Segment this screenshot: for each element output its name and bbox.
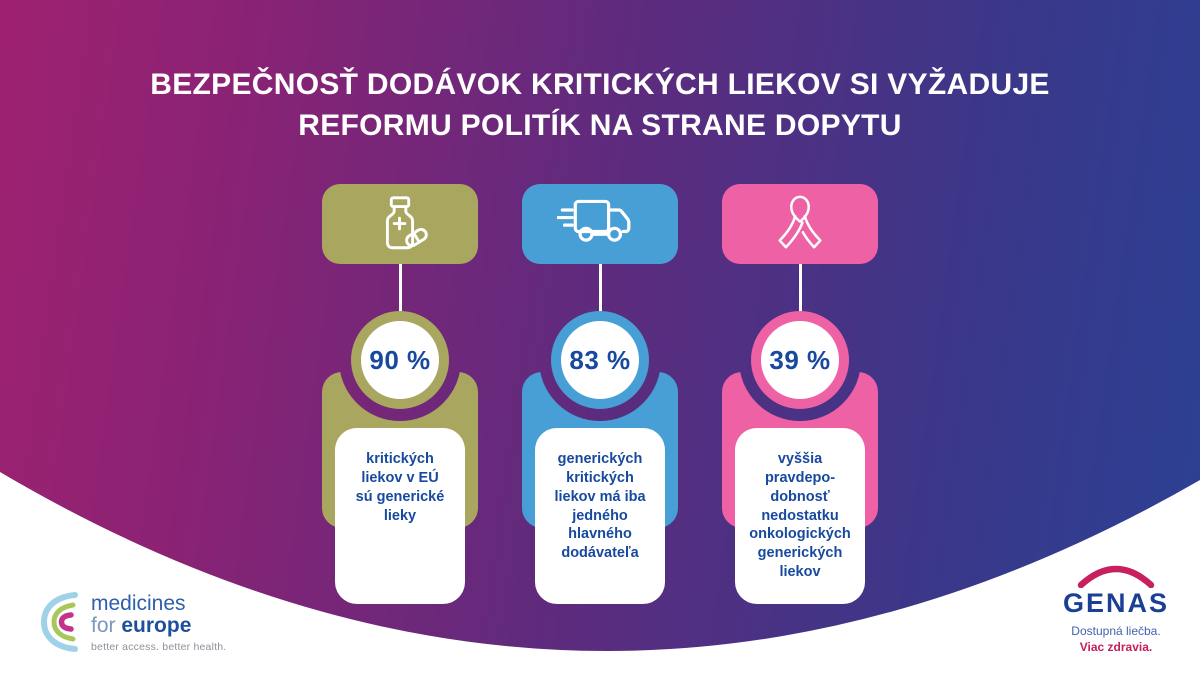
stat-percent: 83 % [569, 344, 631, 375]
title-line-2: REFORMU POLITÍK NA STRANE DOPYTU [298, 109, 902, 142]
genas-wordmark: GENAS [1062, 588, 1170, 618]
stat-description-card: kritických liekov v EÚ sú generické liek… [335, 428, 465, 604]
genas-tagline-1: Dostupná liečba. [1071, 624, 1161, 638]
connector-line [398, 264, 402, 313]
stat-description-card: generických kritických liekov má iba jed… [535, 428, 665, 604]
stat-column-oncology: 39 % vyššia pravdepo- dobnosť nedostatku… [722, 184, 878, 614]
mfe-word-medicines: medicines [91, 592, 186, 615]
icon-box [522, 184, 678, 264]
genas-tagline-2: Viac zdravia. [1079, 640, 1153, 654]
stat-column-generics: 90 % kritických liekov v EÚ sú generické… [322, 184, 478, 614]
connector-line [598, 264, 602, 313]
stat-description-card: vyššia pravdepo- dobnosť nedostatku onko… [735, 428, 865, 604]
stat-percent: 90 % [369, 344, 431, 375]
icon-box [322, 184, 478, 264]
awareness-ribbon-icon [778, 195, 822, 249]
mfe-tagline: better access. better health. [91, 641, 227, 653]
stat-circle: 39 % [751, 311, 849, 409]
stat-column-supply: 83 % generických kritických liekov má ib… [522, 184, 678, 614]
delivery-truck-icon [557, 199, 631, 242]
medicines-for-europe-logo: medicines for europe better access. bett… [40, 590, 226, 654]
page-title: BEZPEČNOSŤ DODÁVOK KRITICKÝCH LIEKOV SI … [0, 64, 1200, 146]
genas-logo: GENAS Dostupná liečba. Viac zdravia. [1048, 560, 1184, 654]
connector-line [798, 264, 802, 313]
genas-arc-icon [1077, 565, 1155, 588]
icon-box [722, 184, 878, 264]
medicines-for-europe-wordmark: medicines for europe better access. bett… [91, 590, 227, 654]
title-line-1: BEZPEČNOSŤ DODÁVOK KRITICKÝCH LIEKOV SI … [150, 68, 1050, 101]
stat-percent: 39 % [769, 344, 831, 375]
medicines-for-europe-mark-icon [40, 592, 78, 652]
stat-circle: 83 % [551, 311, 649, 409]
stat-circle: 90 % [351, 311, 449, 409]
mfe-word-for-europe: for europe [91, 614, 192, 637]
medicine-bottle-icon [385, 196, 428, 250]
